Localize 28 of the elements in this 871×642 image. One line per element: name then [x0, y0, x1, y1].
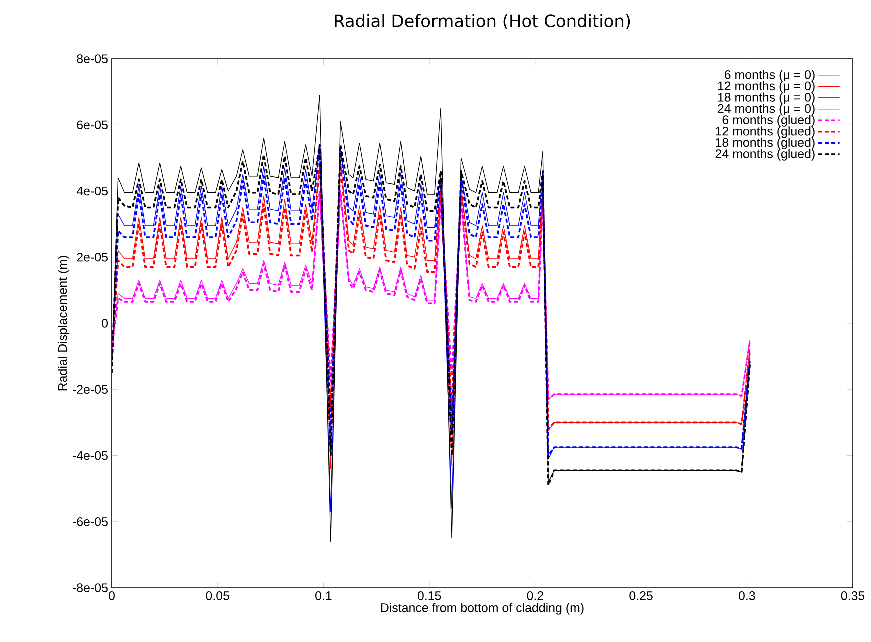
y-tick-label: 6e-05: [77, 120, 108, 130]
y-tick-label: -4e-05: [73, 451, 108, 460]
x-tick-label: 0.05: [206, 592, 230, 600]
y-tick-label: -8e-05: [73, 584, 108, 592]
y-axis-title: Radial Displacement (m): [58, 256, 70, 391]
y-tick-label: -6e-05: [73, 517, 108, 526]
x-tick-label: 0.25: [630, 592, 653, 600]
y-tick-label: 0: [102, 319, 108, 328]
legend-label: 6 months (glued): [722, 115, 815, 127]
x-tick-label: 0.15: [418, 592, 442, 600]
y-tick-label: 8e-05: [77, 54, 108, 64]
y-tick-label: -2e-05: [73, 385, 108, 394]
legend-label: 24 months (glued): [716, 149, 815, 161]
x-tick-label: 0.2: [527, 592, 544, 600]
x-tick-label: 0.3: [738, 592, 756, 600]
chart-title: Radial Deformation (Hot Condition): [335, 14, 630, 30]
legend-label: 12 months (glued): [716, 126, 815, 138]
y-tick-label: 2e-05: [77, 252, 108, 262]
legend-label: 18 months (glued): [716, 138, 815, 150]
legend-label: 24 months (μ = 0): [718, 104, 815, 116]
legend-label: 18 months (μ = 0): [718, 92, 815, 104]
x-tick-label: 0: [109, 592, 115, 600]
legend-label: 12 months (μ = 0): [718, 81, 815, 94]
x-axis-title: Distance from bottom of cladding (m): [381, 603, 584, 615]
x-tick-label: 0.35: [841, 592, 865, 600]
y-tick-label: 4e-05: [76, 186, 108, 196]
x-tick-label: 0.1: [316, 592, 332, 600]
legend-label: 6 months (μ = 0): [725, 70, 815, 82]
